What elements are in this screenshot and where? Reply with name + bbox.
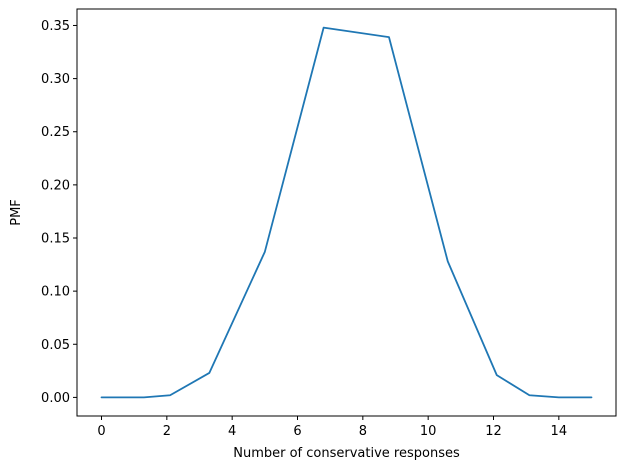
- x-tick-label: 2: [163, 424, 171, 439]
- x-tick-label: 0: [97, 424, 105, 439]
- plot-area-frame: [76, 8, 617, 417]
- pmf-series-line: [100, 26, 593, 399]
- y-tick-label: 0.25: [41, 125, 70, 140]
- x-tick-label: 4: [228, 424, 236, 439]
- x-axis-label: Number of conservative responses: [233, 446, 460, 461]
- y-tick-label: 0.35: [41, 19, 70, 34]
- y-tick-label: 0.10: [41, 285, 70, 300]
- y-tick-label: 0.30: [41, 72, 70, 87]
- y-tick-label: 0.20: [41, 178, 70, 193]
- x-tick-label: 10: [420, 424, 437, 439]
- x-tick-label: 6: [293, 424, 301, 439]
- y-axis-ticks: 0.00 0.05 0.10 0.15 0.20 0.25 0.30 0.35: [41, 19, 77, 406]
- y-tick-label: 0.05: [41, 338, 70, 353]
- x-tick-label: 12: [485, 424, 502, 439]
- x-tick-label: 14: [551, 424, 568, 439]
- y-tick-label: 0.15: [41, 232, 70, 247]
- x-axis-ticks: 0 2 4 6 8 10 12 14: [97, 416, 567, 439]
- y-tick-label: 0.00: [41, 391, 70, 406]
- x-tick-label: 8: [359, 424, 367, 439]
- y-axis-label: PMF: [9, 199, 24, 226]
